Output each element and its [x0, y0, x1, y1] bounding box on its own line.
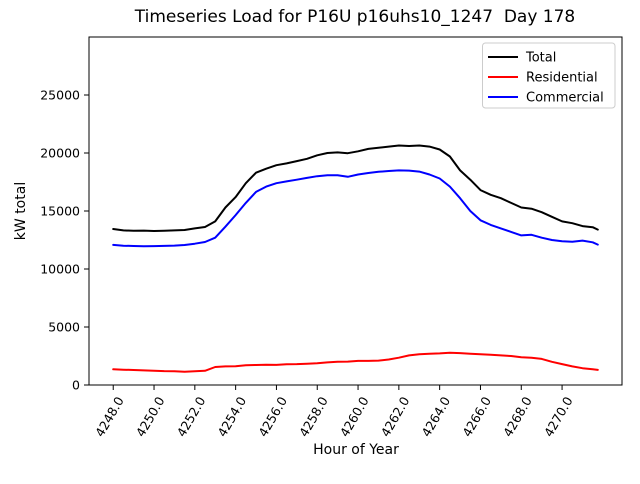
x-tick-label: 4252.0 — [174, 394, 209, 439]
x-tick-label: 4262.0 — [378, 394, 413, 439]
plot-area: 4248.0 4250.0 4252.0 4254.0 4256.0 4258.0 4260… — [40, 36, 623, 439]
y-axis-label: kW total — [13, 182, 29, 240]
x-tick-label: 4268.0 — [500, 394, 535, 439]
series-line-total — [112, 144, 599, 232]
x-axis-label: Hour of Year — [313, 442, 399, 458]
x-tick-label: 4258.0 — [296, 394, 331, 439]
y-tick-label: 0 — [72, 378, 80, 393]
y-tick-label: 20000 — [40, 146, 80, 161]
x-tick-label: 4248.0 — [92, 394, 127, 439]
x-tick-label: 4254.0 — [214, 394, 249, 439]
chart-title: Timeseries Load for P16U p16uhs10_1247 D… — [134, 7, 576, 27]
legend-label-residential: Residential — [526, 71, 598, 86]
y-tick-label: 15000 — [40, 204, 80, 219]
x-tick-label: 4250.0 — [133, 394, 168, 439]
x-tick-label: 4256.0 — [255, 394, 290, 439]
x-tick-label: 4270.0 — [541, 394, 576, 439]
x-tick-label: 4264.0 — [418, 394, 453, 439]
legend-label-commercial: Commercial — [526, 91, 604, 106]
x-tick-label: 4266.0 — [459, 394, 494, 439]
legend-label-total: Total — [525, 51, 556, 66]
series-line-commercial — [112, 169, 599, 248]
y-tick-label: 10000 — [40, 262, 80, 277]
series-line-residential — [112, 351, 599, 373]
legend-box — [482, 42, 616, 109]
y-tick-label: 25000 — [40, 88, 80, 103]
x-tick-label: 4260.0 — [337, 394, 372, 439]
y-tick-label: 5000 — [48, 320, 80, 335]
